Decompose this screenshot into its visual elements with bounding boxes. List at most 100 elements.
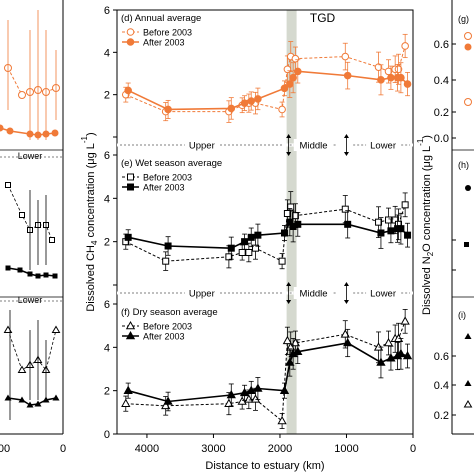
right-y-axis-label-part: 2 [426,251,435,256]
data-point [277,415,287,425]
left-fragment-marker [6,127,14,135]
panel-label: (d) Annual average [121,13,201,24]
left-y-axis-label-part: Dissolved CH [85,245,97,312]
legend-marker [127,173,134,181]
left-fragment-marker [27,271,33,277]
data-point [251,244,259,252]
left-y-axis-label-part: ) [85,132,97,136]
data-point [287,203,295,211]
legend-marker [125,330,136,340]
right-fragment-y-tick-label: 0.4 [434,380,449,392]
y-tick-label: 6 [104,150,110,162]
right-fragment-panel-label: (h) [458,160,469,170]
data-point [124,86,132,95]
data-point [227,244,235,252]
data-point [280,229,288,237]
right-fragment-marker [464,43,472,51]
panel-1: 2 4 6 (e) Wet season average Before 2003Afte… [104,150,413,304]
region-label: Upper [189,289,215,300]
right-fragment-marker [464,380,472,386]
right-fragment-y-tick-label: 0.4 [434,75,449,87]
left-fragment-marker [4,394,12,401]
series-line-1 [127,342,408,403]
data-point [343,71,352,80]
data-point [226,389,236,399]
data-point [341,52,350,61]
right-y-axis-label-part: O concentration (μg L [421,146,433,252]
left-fragment-region-label: Lower [18,151,43,161]
x-axis-label: Distance to estuary (km) [205,460,324,472]
data-point [377,76,385,84]
data-point [340,329,350,338]
right-y-axis-label-part: -1 [416,138,425,146]
y-tick-label: 4 [104,193,110,205]
left-fragment-marker [35,273,41,279]
region-label: Lower [370,289,396,300]
right-fragment-y-tick-label: 0.6 [434,351,449,363]
boundary-arrow-head [343,152,349,156]
region-label-bg [366,139,401,151]
left-fragment-marker [18,91,26,99]
x-tick-label: 4000 [135,443,159,455]
data-point [401,42,409,50]
data-point [278,257,286,265]
left-fragment-marker [17,267,23,273]
region-label-bg [184,139,219,151]
data-point [282,335,293,345]
y-tick-label: 4 [104,342,110,354]
data-point [402,350,413,360]
left-fragment-marker [19,212,25,218]
right-y-axis-label-part: ) [421,135,433,139]
left-y-axis-label-part: 4 [90,240,99,245]
data-point [124,233,132,241]
panel-label: (f) Dry season average [121,307,218,318]
data-point [291,54,300,63]
data-point [341,205,349,213]
region-label: Middle [300,289,328,300]
y-tick-label: 4 [104,47,110,59]
data-point [294,220,302,228]
legend-label: After 2003 [143,183,185,193]
data-point [162,257,170,265]
boundary-arrow-head [343,282,349,286]
left-fragment-x-tick-label: 00 [0,443,10,455]
right-fragment-y-tick-label: 0.6 [434,39,449,51]
region-label: Middle [300,141,328,152]
data-point [254,231,262,239]
x-tick-label: 3000 [201,443,225,455]
data-point [225,253,233,261]
data-point [374,63,383,71]
left-fragment-marker [3,325,13,333]
y-tick-label: 2 [104,386,110,398]
data-point [245,249,253,256]
right-fragment-marker [463,400,473,408]
data-point [285,357,295,366]
data-point [396,348,406,358]
data-point [163,396,173,405]
right-fragment: 0.6 0.4 0.2 0.0 0.2 0.4 0.6 (g) (h) (i) Dissolved … [416,0,474,435]
data-point [237,396,247,405]
data-point [385,216,393,224]
boundary-arrow-head [286,134,292,138]
data-point [397,73,405,82]
left-fragment-marker [43,272,49,278]
data-point [253,383,263,392]
data-point [279,385,290,394]
left-fragment-marker [49,237,55,243]
right-fragment-y-tick-label: 0.0 [434,133,449,145]
legend-marker [127,183,134,191]
series-line-0 [125,45,406,113]
left-fragment-marker [34,400,42,407]
left-fragment-x-tick-label: 0 [60,443,66,455]
right-y-axis-label-part: Dissolved N [421,256,433,315]
legend-label: After 2003 [143,332,185,342]
data-point [293,346,303,355]
boundary-arrow-head [343,134,349,138]
data-point [250,394,261,403]
region-label-bg [184,287,219,299]
y-tick-label: 6 [104,299,110,311]
left-fragment-marker [18,396,26,403]
data-point [247,97,256,105]
